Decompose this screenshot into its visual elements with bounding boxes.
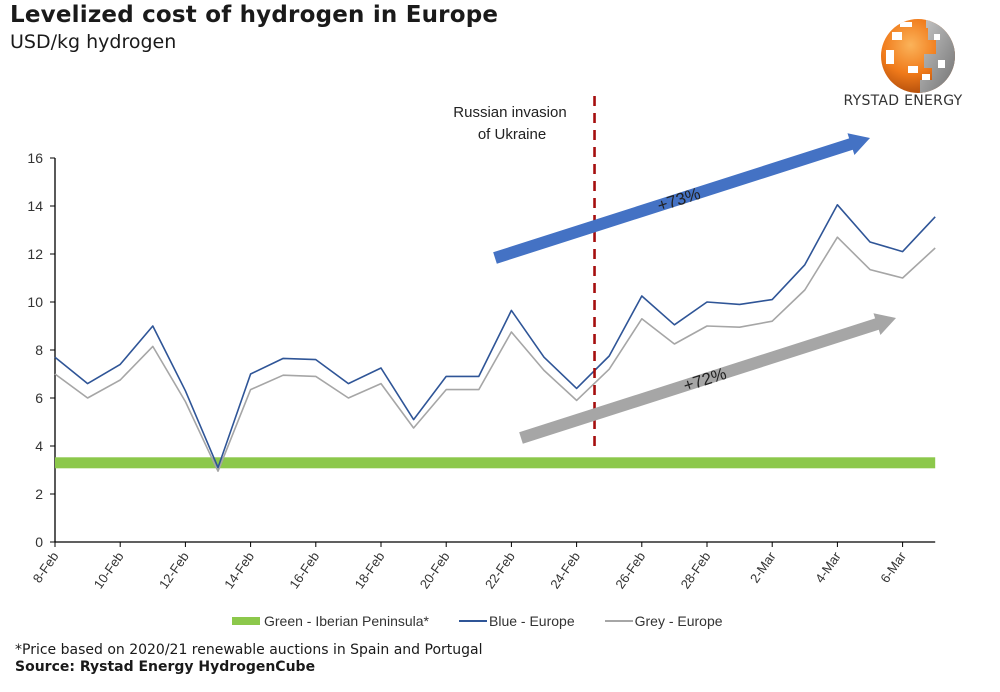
chart-subtitle: USD/kg hydrogen xyxy=(10,31,177,53)
y-tick-label: 12 xyxy=(27,246,43,262)
blue-trend-arrow-shape xyxy=(493,133,870,264)
grey-trend-arrow: +72% xyxy=(519,313,896,444)
x-tick-label: 14-Feb xyxy=(221,549,257,591)
legend-swatch-blue xyxy=(459,620,487,622)
legend-item-grey: Grey - Europe xyxy=(604,613,723,629)
chart-legend: Green - Iberian Peninsula* Blue - Europe… xyxy=(232,613,753,629)
invasion-label-line1: Russian invasion xyxy=(453,104,566,121)
x-tick-label: 2-Mar xyxy=(747,549,779,586)
y-tick-label: 14 xyxy=(27,198,43,214)
grey-trend-arrow-label: +72% xyxy=(681,364,729,395)
y-tick-label: 2 xyxy=(35,486,43,502)
invasion-label-line2: of Ukraine xyxy=(478,126,546,143)
grey-trend-arrow-shape xyxy=(519,313,896,444)
blue-trend-arrow-label: +73% xyxy=(655,184,703,215)
x-tick-label: 20-Feb xyxy=(417,549,453,591)
grey-europe-line xyxy=(54,236,936,473)
x-tick-label: 28-Feb xyxy=(678,549,714,591)
x-tick-label: 6-Mar xyxy=(877,549,909,586)
logo-text: RYSTAD ENERGY xyxy=(843,93,963,109)
y-tick-label: 0 xyxy=(35,534,43,550)
source-note: Source: Rystad Energy HydrogenCube xyxy=(15,659,316,675)
legend-label-green: Green - Iberian Peninsula* xyxy=(264,613,429,629)
x-tick-label: 22-Feb xyxy=(482,549,518,591)
y-tick-label: 8 xyxy=(35,342,43,358)
x-tick-label: 24-Feb xyxy=(547,549,583,591)
x-tick-label: 12-Feb xyxy=(156,549,192,591)
legend-label-grey: Grey - Europe xyxy=(634,613,723,629)
blue-trend-arrow: +73% xyxy=(493,133,870,264)
y-tick-label: 10 xyxy=(27,294,43,310)
legend-swatch-grey xyxy=(604,620,633,622)
x-tick-label: 4-Mar xyxy=(812,549,844,586)
x-tick-label: 18-Feb xyxy=(352,549,388,591)
rystad-globe-logo-icon xyxy=(881,19,955,93)
green-iberian-band xyxy=(55,457,936,469)
x-tick-label: 8-Feb xyxy=(30,549,62,585)
chart-title: Levelized cost of hydrogen in Europe xyxy=(10,2,499,28)
legend-swatch-green xyxy=(232,617,260,625)
y-tick-label: 6 xyxy=(35,390,43,406)
legend-item-blue: Blue - Europe xyxy=(459,613,575,629)
footnote: *Price based on 2020/21 renewable auctio… xyxy=(15,642,483,658)
legend-label-blue: Blue - Europe xyxy=(489,613,575,629)
x-tick-label: 16-Feb xyxy=(286,549,322,591)
x-tick-label: 26-Feb xyxy=(612,549,648,591)
x-tick-label: 10-Feb xyxy=(91,549,127,591)
legend-item-green: Green - Iberian Peninsula* xyxy=(232,613,429,629)
y-tick-label: 16 xyxy=(27,150,43,166)
blue-europe-line xyxy=(54,204,936,469)
y-tick-label: 4 xyxy=(35,438,43,454)
